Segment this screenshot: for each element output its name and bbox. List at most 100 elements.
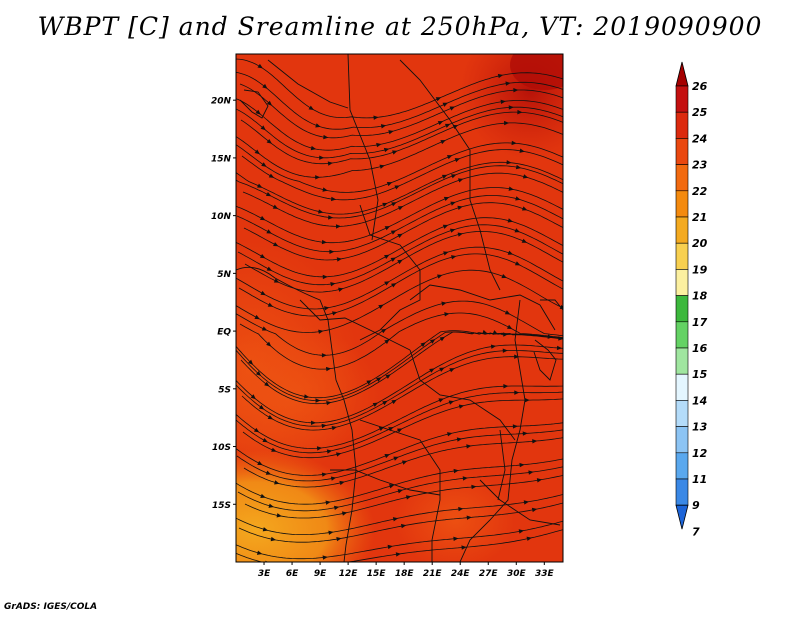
streamline-arrowhead (400, 523, 407, 529)
streamline-arrowhead (558, 336, 563, 341)
streamline-arrowhead (384, 226, 391, 231)
streamline (237, 466, 563, 512)
streamline-arrowhead (514, 354, 520, 359)
streamline-arrowhead (250, 394, 256, 400)
streamline-arrowhead (321, 239, 327, 245)
streamline-arrowhead (503, 384, 509, 389)
streamline-arrowhead (532, 439, 538, 444)
streamline-arrowhead (267, 415, 274, 420)
streamline-arrowhead (322, 187, 328, 192)
streamline-arrowhead (566, 334, 571, 339)
streamline-arrowhead (273, 242, 279, 247)
colorbar-top-arrow (675, 61, 689, 87)
streamline-arrowhead (397, 489, 403, 494)
streamline-arrowhead (521, 238, 528, 243)
longitude-axis: 3E 6E 9E 12E 15E 18E 21E 24E 27E 30E 33E (258, 562, 555, 579)
streamline-arrowhead (442, 224, 449, 229)
streamline-arrowhead (397, 259, 403, 265)
streamline-arrowhead (450, 201, 456, 206)
streamline-arrowhead (384, 281, 390, 286)
streamline-arrowhead (457, 178, 464, 183)
streamline-arrowhead (501, 273, 507, 279)
streamline-arrowhead (521, 206, 528, 211)
streamline-arrowhead (378, 304, 384, 310)
streamline (242, 172, 563, 227)
lat-tick-label: 15S (212, 501, 231, 511)
streamline-arrowhead (448, 400, 455, 405)
streamline-arrowhead (324, 306, 330, 311)
streamline-arrowhead (381, 328, 387, 334)
streamline-arrowhead (311, 420, 316, 425)
streamline-arrowhead (341, 511, 348, 516)
streamline (236, 187, 563, 244)
streamline-arrowhead (457, 232, 463, 237)
lon-tick-label: 27E (479, 569, 499, 579)
streamline-arrowhead (385, 374, 391, 379)
streamline-arrowhead (327, 161, 333, 166)
streamline-arrowhead (391, 399, 397, 405)
colorbar-label: 11 (692, 473, 707, 486)
streamline-arrowhead (308, 105, 314, 110)
streamline-arrowhead (255, 371, 262, 376)
streamline (236, 529, 563, 562)
streamline-arrowhead (316, 446, 323, 451)
streamline-arrowhead (456, 437, 463, 442)
streamline-arrowhead (449, 106, 455, 111)
streamline-arrowhead (435, 97, 442, 102)
streamline-arrowhead (397, 428, 403, 433)
colorbar-label: 22 (692, 185, 708, 198)
colorbar-swatch (675, 400, 689, 427)
streamline-arrowhead (259, 253, 266, 259)
streamline-arrowhead (393, 456, 399, 461)
streamline-arrowhead (326, 400, 332, 406)
streamline-arrowhead (322, 555, 328, 560)
colorbar-label: 17 (692, 316, 708, 329)
lat-tick-label: 10N (211, 212, 232, 222)
streamline-arrowhead (497, 73, 504, 79)
streamline-arrowhead (565, 108, 571, 114)
streamline-arrowhead (325, 366, 332, 372)
colorbar-swatch (675, 478, 689, 506)
streamline (236, 391, 563, 454)
streamline-arrowhead (326, 449, 333, 454)
colorbar-label: 19 (692, 263, 708, 276)
colorbar-swatch (675, 111, 689, 139)
streamline-arrowhead (328, 215, 334, 220)
streamline-arrowhead (562, 76, 563, 82)
streamline-arrowhead (515, 164, 522, 170)
streamline (243, 202, 563, 261)
streamline (236, 458, 563, 505)
streamline-arrowhead (260, 493, 266, 498)
streamline-arrowhead (515, 196, 521, 201)
streamline-arrowhead (318, 209, 324, 214)
lat-tick-label: 15N (211, 154, 232, 164)
colorbar-label: 7 (692, 525, 700, 538)
streamline-arrowhead (502, 348, 508, 353)
colorbar-label: 23 (692, 159, 708, 172)
colorbar-swatch (675, 138, 689, 165)
streamline-arrowhead (443, 251, 449, 256)
colorbar-swatch (675, 216, 689, 244)
streamline (236, 350, 563, 427)
colorbar-swatch (675, 452, 689, 480)
streamline-arrowhead (390, 230, 397, 235)
streamline-arrowhead (556, 345, 562, 351)
colorbar-label: 24 (692, 132, 707, 145)
streamline-arrowhead (266, 341, 272, 347)
lon-tick-label: 33E (535, 569, 555, 579)
streamline-arrowhead (319, 155, 325, 160)
streamline-arrowhead (323, 134, 329, 140)
streamline-arrowhead (420, 342, 426, 348)
streamline-arrowhead (453, 536, 459, 542)
streamline-arrowhead (471, 484, 477, 490)
streamline-arrowhead (265, 191, 272, 197)
streamline-arrowhead (526, 536, 532, 541)
streamline-arrowhead (336, 452, 342, 457)
streamline (236, 269, 563, 333)
streamline-arrowhead (322, 274, 328, 280)
colorbar-swatch (675, 85, 689, 113)
lon-tick-label: 15E (367, 569, 387, 579)
streamline (236, 331, 563, 402)
streamline-arrows (248, 63, 571, 562)
streamline (244, 230, 563, 293)
